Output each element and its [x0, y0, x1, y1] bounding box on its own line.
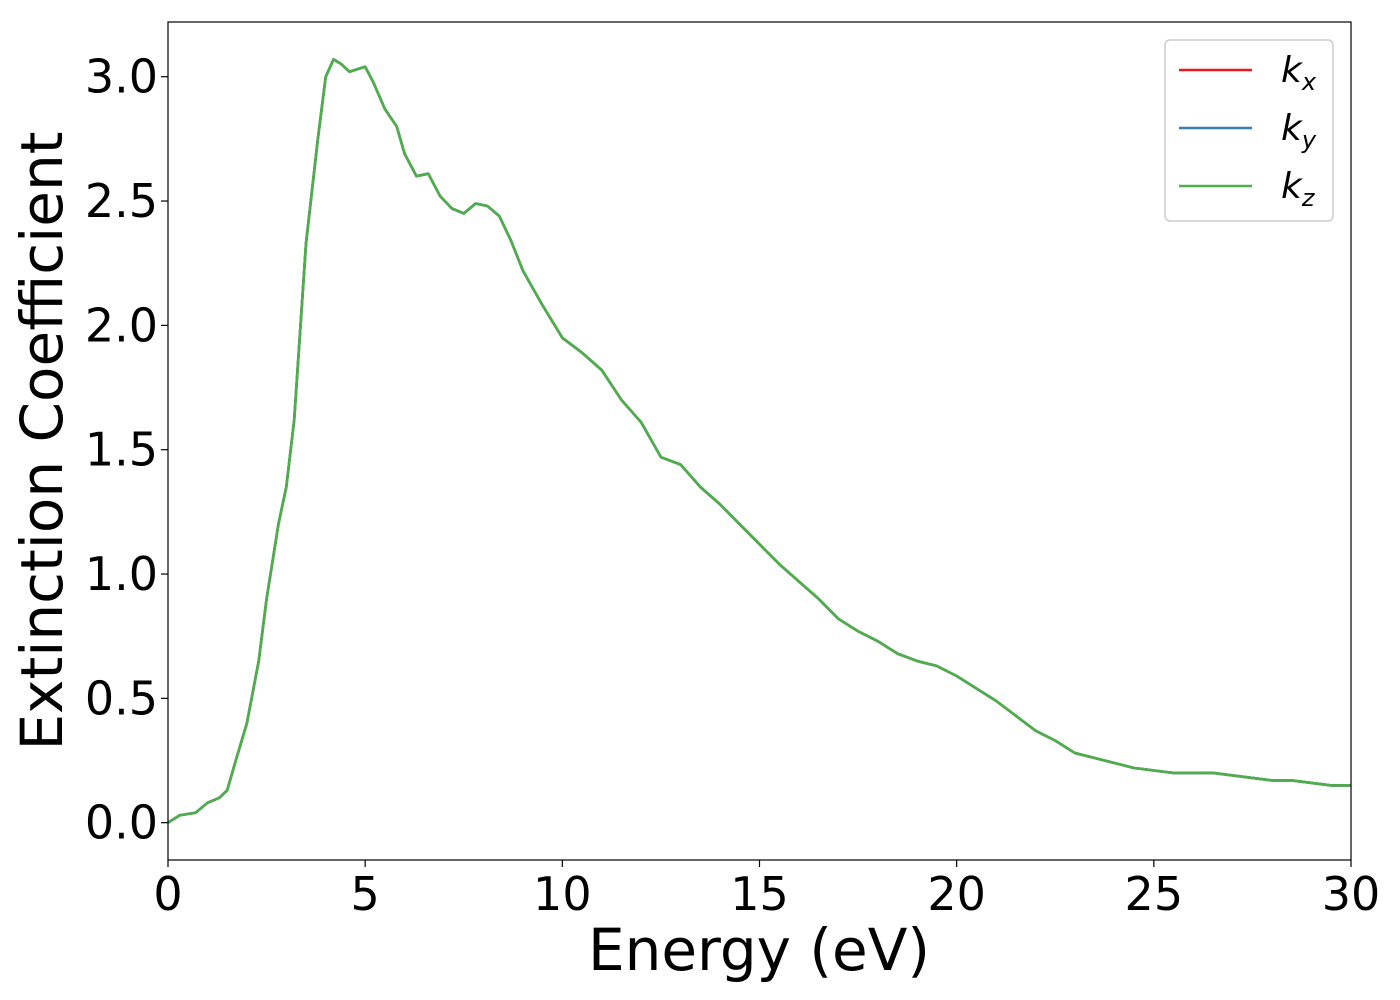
x-tick-label: 20	[927, 867, 986, 921]
x-tick-label: 0	[153, 867, 182, 921]
y-tick-label: 3.0	[85, 50, 158, 104]
legend-label-kz: kz	[1281, 166, 1316, 212]
series-layer	[167, 58, 1351, 824]
x-axis-title: Energy (eV)	[588, 916, 930, 984]
y-tick-label: 2.0	[85, 298, 158, 352]
y-tick-label: 1.5	[85, 423, 158, 477]
legend-label-ky: ky	[1281, 108, 1317, 154]
x-tick-label: 5	[351, 867, 380, 921]
legend: kx ky kz	[1164, 39, 1334, 222]
series-line-kz	[167, 58, 1351, 824]
legend-label-kx: kx	[1281, 50, 1317, 96]
y-axis-title: Extinction Coefficient	[8, 132, 76, 751]
x-axis: 0 5 10 15 20 25 30	[153, 860, 1380, 921]
legend-box	[1164, 39, 1334, 222]
x-tick-label: 30	[1322, 867, 1381, 921]
x-tick-label: 25	[1125, 867, 1184, 921]
x-tick-label: 10	[533, 867, 592, 921]
y-tick-label: 2.5	[85, 174, 158, 228]
y-tick-label: 0.0	[85, 796, 158, 850]
y-tick-label: 1.0	[85, 547, 158, 601]
y-tick-label: 0.5	[85, 671, 158, 725]
y-axis: 0.0 0.5 1.0 1.5 2.0 2.5 3.0	[85, 50, 168, 850]
x-tick-label: 15	[730, 867, 789, 921]
